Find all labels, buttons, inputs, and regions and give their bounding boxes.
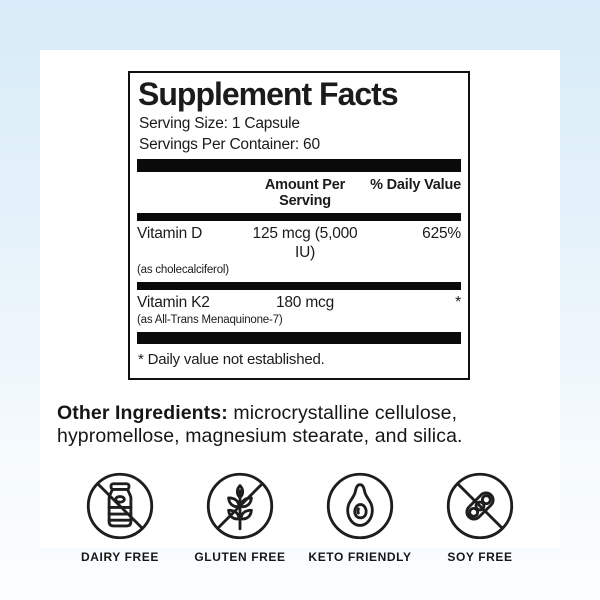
nutrient-subname: (as All-Trans Menaquinone-7) (137, 313, 283, 326)
badge-label: DAIRY FREE (80, 549, 159, 564)
serving-size: Serving Size: 1 Capsule (139, 114, 300, 132)
daily-value-footnote: * Daily value not established. (138, 350, 325, 368)
amount-per-serving-header: Amount Per Serving (264, 176, 346, 209)
gluten-free-icon (204, 470, 276, 542)
badge-gluten-free: GLUTEN FREE (184, 470, 296, 564)
nutrient-row-vitamin-k2: Vitamin K2 180 mcg * (as All-Trans Menaq… (137, 290, 461, 327)
soy-free-icon (444, 470, 516, 542)
nutrient-daily-value: 625% (422, 224, 461, 242)
supplement-facts-title: Supplement Facts (138, 76, 399, 112)
supplement-facts-panel: Supplement Facts Serving Size: 1 Capsule… (128, 71, 470, 380)
badge-label: KETO FRIENDLY (308, 549, 412, 564)
other-ingredients-label: Other Ingredients: (57, 401, 228, 424)
nutrient-amount: 125 mcg (5,000 IU) (252, 224, 358, 261)
nutrient-name: Vitamin D (137, 224, 203, 242)
divider-bar-middle (137, 281, 461, 290)
badge-label: GLUTEN FREE (194, 549, 286, 564)
nutrient-daily-value: * (455, 293, 461, 311)
other-ingredients-text: microcrystalline cellulose, hypromellose… (57, 401, 463, 448)
label-card: Supplement Facts Serving Size: 1 Capsule… (40, 50, 560, 564)
nutrient-subname: (as cholecalciferol) (137, 263, 229, 276)
nutrient-name: Vitamin K2 (137, 293, 210, 311)
other-ingredients: Other Ingredients: microcrystalline cell… (57, 402, 544, 449)
badge-row: DAIRY FREE GLUTEN FREE (40, 470, 560, 564)
nutrient-line: Vitamin K2 180 mcg * (137, 293, 461, 312)
badge-soy-free: SOY FREE (424, 470, 536, 564)
nutrient-amount: 180 mcg (275, 293, 335, 311)
daily-value-header: % Daily Value (370, 176, 461, 193)
servings-per-container: Servings Per Container: 60 (139, 135, 320, 153)
divider-bar-thick-bottom (137, 331, 461, 344)
dairy-free-icon (84, 470, 156, 542)
badge-keto-friendly: KETO FRIENDLY (304, 470, 416, 564)
facts-header-row: Amount Per Serving % Daily Value (137, 172, 461, 213)
badge-label: SOY FREE (447, 549, 513, 564)
nutrient-line: Vitamin D 125 mcg (5,000 IU) 625% (137, 224, 461, 262)
keto-friendly-icon (324, 470, 396, 542)
nutrient-row-vitamin-d: Vitamin D 125 mcg (5,000 IU) 625% (as ch… (137, 221, 461, 277)
divider-bar-thick-top (137, 158, 461, 172)
badge-dairy-free: DAIRY FREE (64, 470, 176, 564)
divider-bar-header (137, 212, 461, 221)
